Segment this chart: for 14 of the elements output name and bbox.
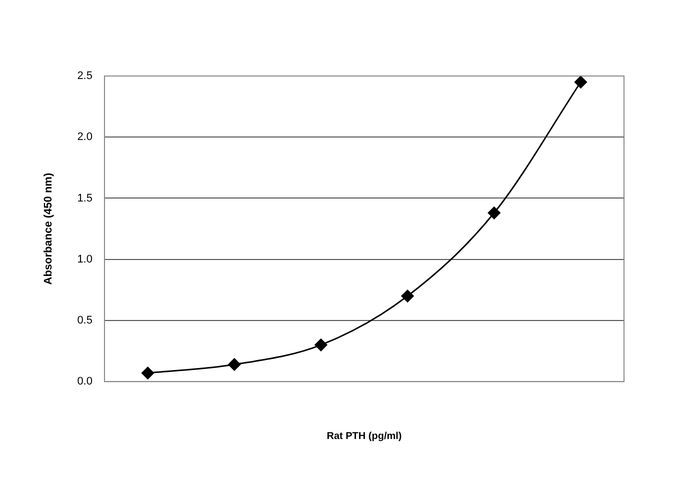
point [228, 358, 241, 371]
y-tick-label: 2.0 [77, 131, 92, 144]
y-tick-label: 2.5 [77, 70, 92, 82]
point [574, 76, 587, 88]
y-tick-label: 1.5 [77, 192, 92, 204]
y-tick-label: 1.0 [77, 253, 92, 266]
x-axis-title: Rat PTH (pg/ml) [326, 430, 402, 442]
point [401, 290, 414, 302]
y-tick-label: 0.5 [77, 314, 92, 327]
y-axis-title: Absorbance (450 nm) [42, 172, 55, 285]
point [142, 366, 154, 380]
point [488, 206, 500, 220]
point [314, 338, 328, 352]
y-tick-label: 0.0 [77, 376, 92, 388]
